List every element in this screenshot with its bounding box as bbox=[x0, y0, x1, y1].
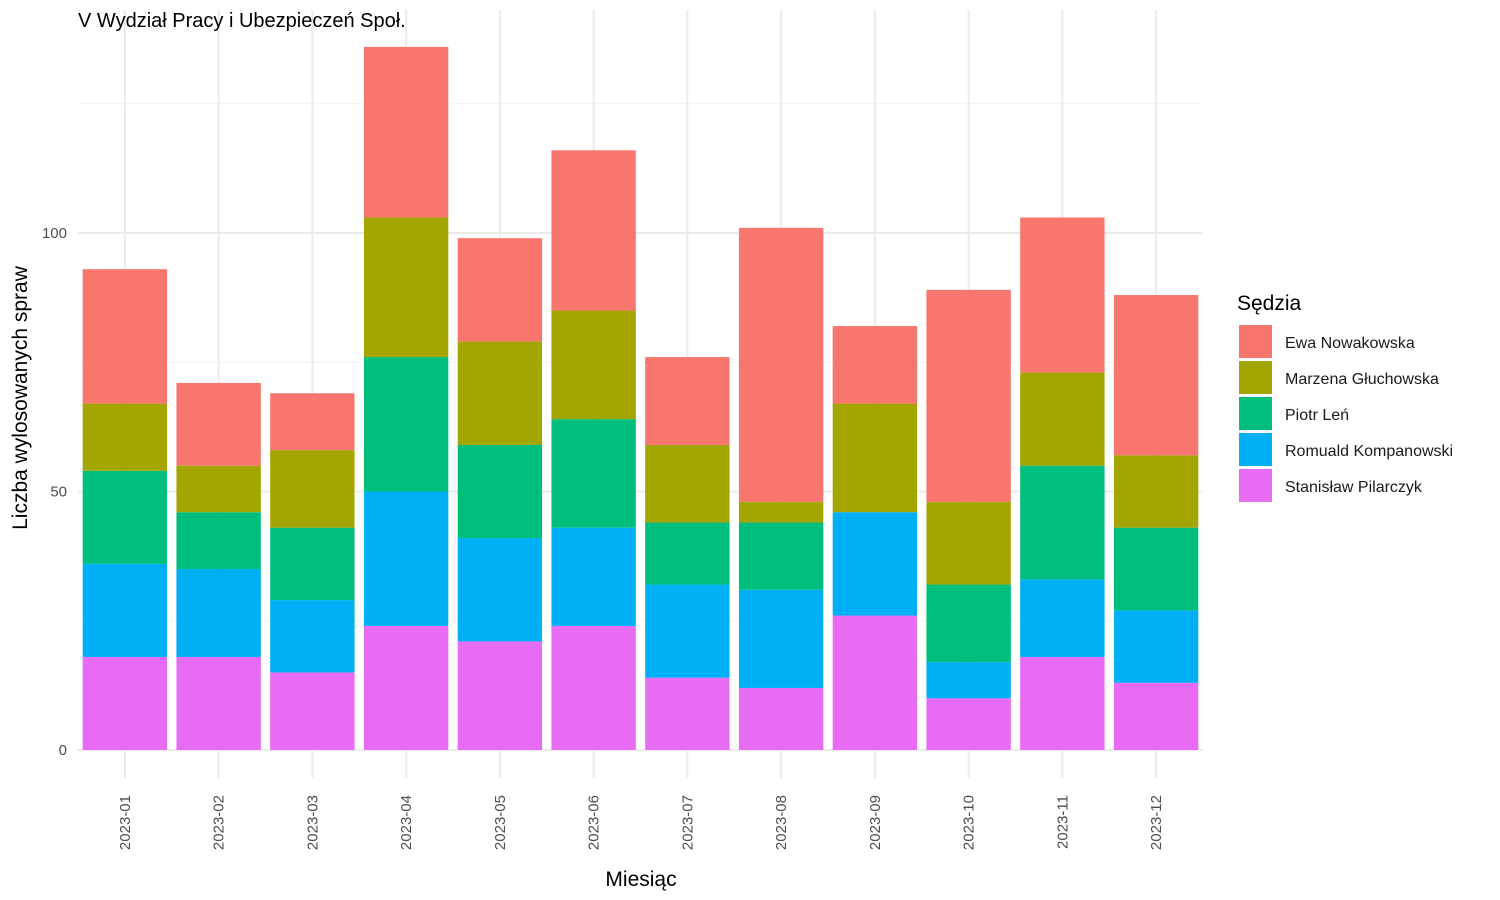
bar-segment bbox=[176, 512, 261, 570]
x-tick-labels: 2023-01 2023-02 2023-03 2023-04 2023-05 2023-… bbox=[117, 795, 1165, 850]
y-tick-label: 0 bbox=[59, 742, 67, 759]
bar-segment bbox=[176, 656, 261, 750]
bar-segment bbox=[1113, 295, 1199, 456]
bar-segment bbox=[176, 465, 261, 513]
x-tick-label: 2023-08 bbox=[773, 795, 790, 850]
x-tick-label: 2023-05 bbox=[492, 795, 509, 850]
bar-segment bbox=[1020, 372, 1105, 466]
bar-segment bbox=[832, 403, 918, 513]
bar-segment bbox=[551, 150, 636, 311]
x-tick-label: 2023-12 bbox=[1148, 795, 1165, 850]
legend-key bbox=[1239, 361, 1272, 394]
bar-segment bbox=[832, 615, 918, 750]
bar-segment bbox=[363, 357, 449, 492]
bar-segment bbox=[645, 357, 730, 445]
bar-segment bbox=[363, 217, 449, 358]
x-tick-label: 2023-11 bbox=[1054, 795, 1071, 849]
bar-segment bbox=[82, 656, 168, 750]
chart-title: V Wydział Pracy i Ubezpieczeń Społ. bbox=[78, 10, 406, 32]
bar-segment bbox=[457, 538, 543, 642]
x-tick-label: 2023-04 bbox=[398, 795, 415, 850]
y-tick-label: 50 bbox=[50, 484, 67, 501]
bar-segment bbox=[645, 584, 730, 678]
bar-segment bbox=[551, 310, 636, 420]
bar-segment bbox=[270, 450, 355, 528]
bar-segment bbox=[738, 687, 824, 750]
bar-segment bbox=[363, 625, 449, 750]
bar-segment bbox=[82, 470, 168, 564]
legend-label: Marzena Głuchowska bbox=[1285, 371, 1439, 388]
bars bbox=[82, 46, 1199, 750]
x-tick-label: 2023-01 bbox=[117, 795, 134, 850]
bar-segment bbox=[551, 419, 636, 528]
legend-label: Stanisław Pilarczyk bbox=[1285, 479, 1423, 496]
x-tick-label: 2023-09 bbox=[867, 795, 884, 850]
bar-segment bbox=[176, 569, 261, 657]
legend-key bbox=[1239, 433, 1272, 466]
bar-segment bbox=[457, 444, 543, 539]
bar-segment bbox=[363, 46, 449, 218]
legend-label: Piotr Leń bbox=[1285, 407, 1349, 424]
legend-key bbox=[1239, 469, 1272, 502]
x-tick-label: 2023-07 bbox=[679, 795, 696, 850]
legend-label: Romuald Kompanowski bbox=[1285, 443, 1453, 460]
bar-segment bbox=[645, 444, 730, 523]
bar-segment bbox=[645, 677, 730, 750]
bar-segment bbox=[832, 512, 918, 616]
x-tick-label: 2023-06 bbox=[586, 795, 603, 850]
x-tick-label: 2023-03 bbox=[304, 795, 321, 850]
bar-segment bbox=[926, 584, 1011, 663]
bar-segment bbox=[82, 403, 168, 471]
x-axis-title: Miesiąc bbox=[605, 868, 676, 891]
bar-segment bbox=[1020, 656, 1105, 750]
bar-segment bbox=[363, 491, 449, 626]
bar-segment bbox=[82, 269, 168, 404]
bar-segment bbox=[270, 393, 355, 451]
bar-segment bbox=[1020, 217, 1105, 373]
y-tick-label: 100 bbox=[42, 225, 67, 242]
bar-segment bbox=[457, 238, 543, 342]
bar-segment bbox=[926, 289, 1011, 502]
legend-label: Ewa Nowakowska bbox=[1285, 335, 1415, 352]
bar-segment bbox=[270, 527, 355, 601]
bar-segment bbox=[926, 501, 1011, 585]
bar-segment bbox=[926, 698, 1011, 750]
bar-segment bbox=[1113, 682, 1199, 750]
x-tick-label: 2023-02 bbox=[211, 795, 228, 850]
bar-segment bbox=[738, 522, 824, 590]
bar-segment bbox=[1113, 610, 1199, 683]
bar-segment bbox=[738, 227, 824, 502]
bar-segment bbox=[270, 672, 355, 750]
bar-segment bbox=[82, 563, 168, 657]
bar-segment bbox=[457, 341, 543, 445]
bar-segment bbox=[738, 501, 824, 523]
legend-title: Sędzia bbox=[1237, 292, 1302, 315]
legend-key bbox=[1239, 325, 1272, 358]
y-axis-title: Liczba wylosowanych spraw bbox=[9, 265, 32, 530]
bar-segment bbox=[926, 662, 1011, 699]
bar-segment bbox=[176, 382, 261, 466]
bar-segment bbox=[1113, 527, 1199, 611]
bar-segment bbox=[457, 641, 543, 750]
bar-segment bbox=[1113, 455, 1199, 528]
bar-segment bbox=[1020, 465, 1105, 580]
bar-segment bbox=[551, 625, 636, 750]
bar-segment bbox=[270, 600, 355, 673]
bar-segment bbox=[738, 589, 824, 688]
y-tick-labels: 0 50 100 bbox=[42, 225, 67, 759]
bar-segment bbox=[551, 527, 636, 626]
x-tick-label: 2023-10 bbox=[961, 795, 978, 850]
bar-segment bbox=[1020, 579, 1105, 657]
legend-key bbox=[1239, 397, 1272, 430]
bar-segment bbox=[832, 326, 918, 404]
legend: Sędzia Ewa Nowakowska Marzena Głuchowska P… bbox=[1237, 292, 1453, 502]
bar-segment bbox=[645, 522, 730, 585]
